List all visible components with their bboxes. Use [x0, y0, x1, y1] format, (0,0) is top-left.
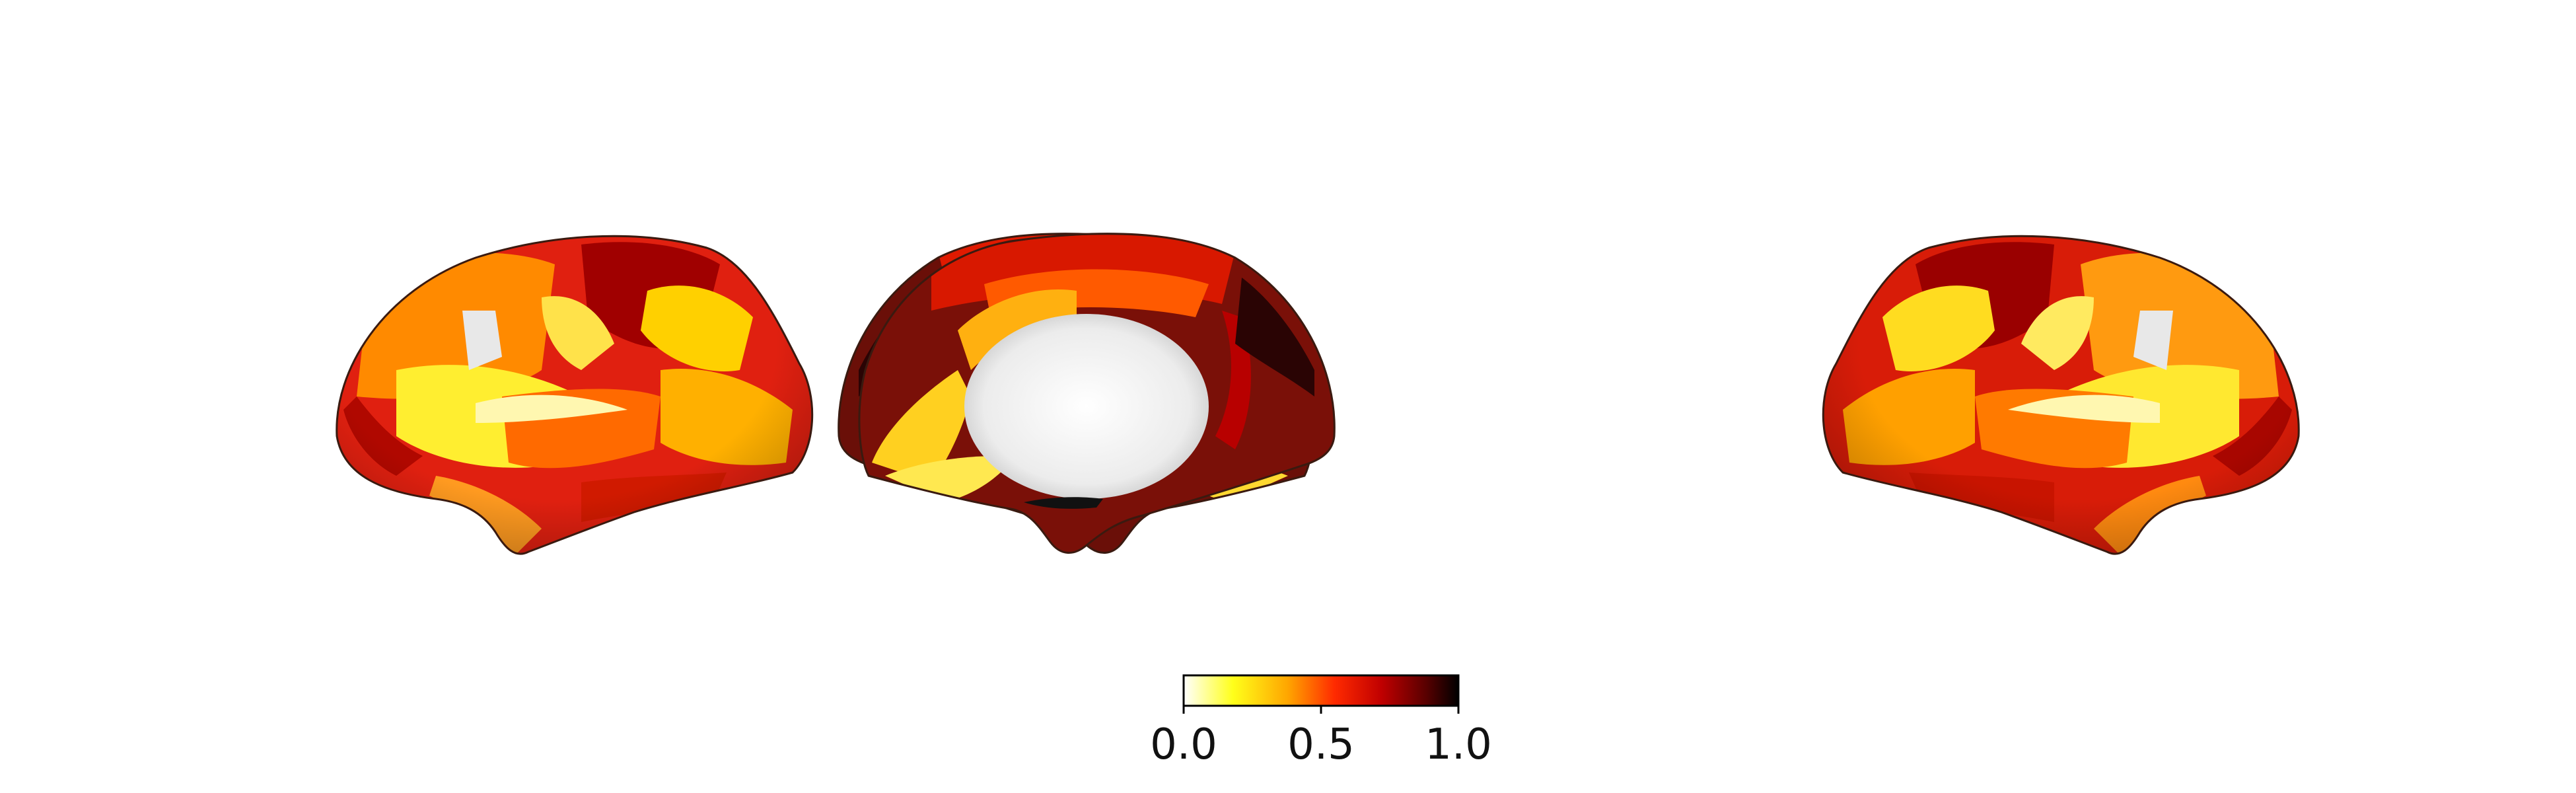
left-lateral-view [336, 235, 814, 555]
right-lateral-view [1822, 235, 2300, 555]
colorbar-tick-label-mid: 0.5 [1287, 720, 1355, 769]
colorbar-tick-label-max: 1.0 [1425, 720, 1492, 769]
colorbar-tick-label-min: 0.0 [1150, 720, 1217, 769]
colorbar: 0.0 0.5 1.0 [1150, 674, 1492, 769]
colorbar-gradient [1182, 674, 1460, 707]
